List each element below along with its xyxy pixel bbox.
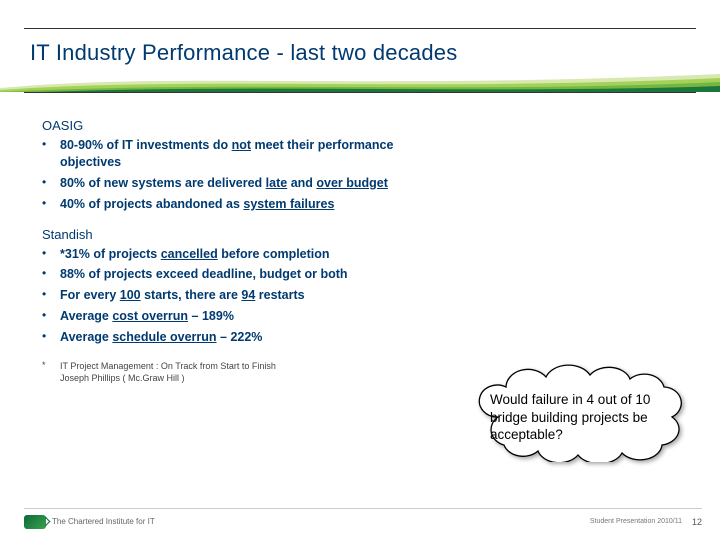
oasig-list: • 80-90% of IT investments do not meet t… — [42, 137, 680, 213]
list-text: For every 100 starts, there are 94 resta… — [60, 287, 305, 304]
list-text: *31% of projects cancelled before comple… — [60, 246, 330, 263]
rule-top — [24, 28, 696, 29]
list-item: • Average cost overrun – 189% — [42, 308, 680, 325]
header-swoosh — [0, 70, 720, 92]
footer-right: Student Presentation 2010/11 12 — [590, 517, 702, 527]
section-heading-oasig: OASIG — [42, 118, 680, 133]
bullet-dot: • — [42, 308, 60, 324]
footnote-marker: * — [42, 360, 60, 370]
list-text: Average schedule overrun – 222% — [60, 329, 262, 346]
list-text: 88% of projects exceed deadline, budget … — [60, 266, 348, 283]
section-heading-standish: Standish — [42, 227, 680, 242]
list-item: • *31% of projects cancelled before comp… — [42, 246, 680, 263]
bullet-dot: • — [42, 246, 60, 262]
list-item: • 80-90% of IT investments do not meet t… — [42, 137, 680, 171]
list-text: 80-90% of IT investments do not meet the… — [60, 137, 440, 171]
bcs-logo-icon — [24, 515, 46, 529]
footer: The Chartered Institute for IT Student P… — [24, 508, 702, 530]
page-number: 12 — [692, 517, 702, 527]
list-text: 80% of new systems are delivered late an… — [60, 175, 388, 192]
list-item: • 88% of projects exceed deadline, budge… — [42, 266, 680, 283]
list-text: 40% of projects abandoned as system fail… — [60, 196, 334, 213]
bullet-dot: • — [42, 287, 60, 303]
bullet-dot: • — [42, 266, 60, 282]
standish-list: • *31% of projects cancelled before comp… — [42, 246, 680, 346]
list-text: Average cost overrun – 189% — [60, 308, 234, 325]
bullet-dot: • — [42, 329, 60, 345]
content-area: OASIG • 80-90% of IT investments do not … — [42, 118, 680, 385]
list-item: • 40% of projects abandoned as system fa… — [42, 196, 680, 213]
footer-logo: The Chartered Institute for IT — [24, 515, 155, 529]
page-title: IT Industry Performance - last two decad… — [30, 40, 457, 66]
bullet-dot: • — [42, 175, 60, 191]
list-item: • For every 100 starts, there are 94 res… — [42, 287, 680, 304]
footer-org: The Chartered Institute for IT — [52, 517, 155, 526]
footnote-text: IT Project Management : On Track from St… — [60, 360, 276, 385]
callout-text: Would failure in 4 out of 10 bridge buil… — [490, 391, 678, 444]
list-item: • 80% of new systems are delivered late … — [42, 175, 680, 192]
list-item: • Average schedule overrun – 222% — [42, 329, 680, 346]
bullet-dot: • — [42, 137, 60, 153]
footer-presentation: Student Presentation 2010/11 — [590, 518, 682, 525]
bullet-dot: • — [42, 196, 60, 212]
rule-mid — [24, 92, 696, 93]
slide: IT Industry Performance - last two decad… — [0, 0, 720, 540]
